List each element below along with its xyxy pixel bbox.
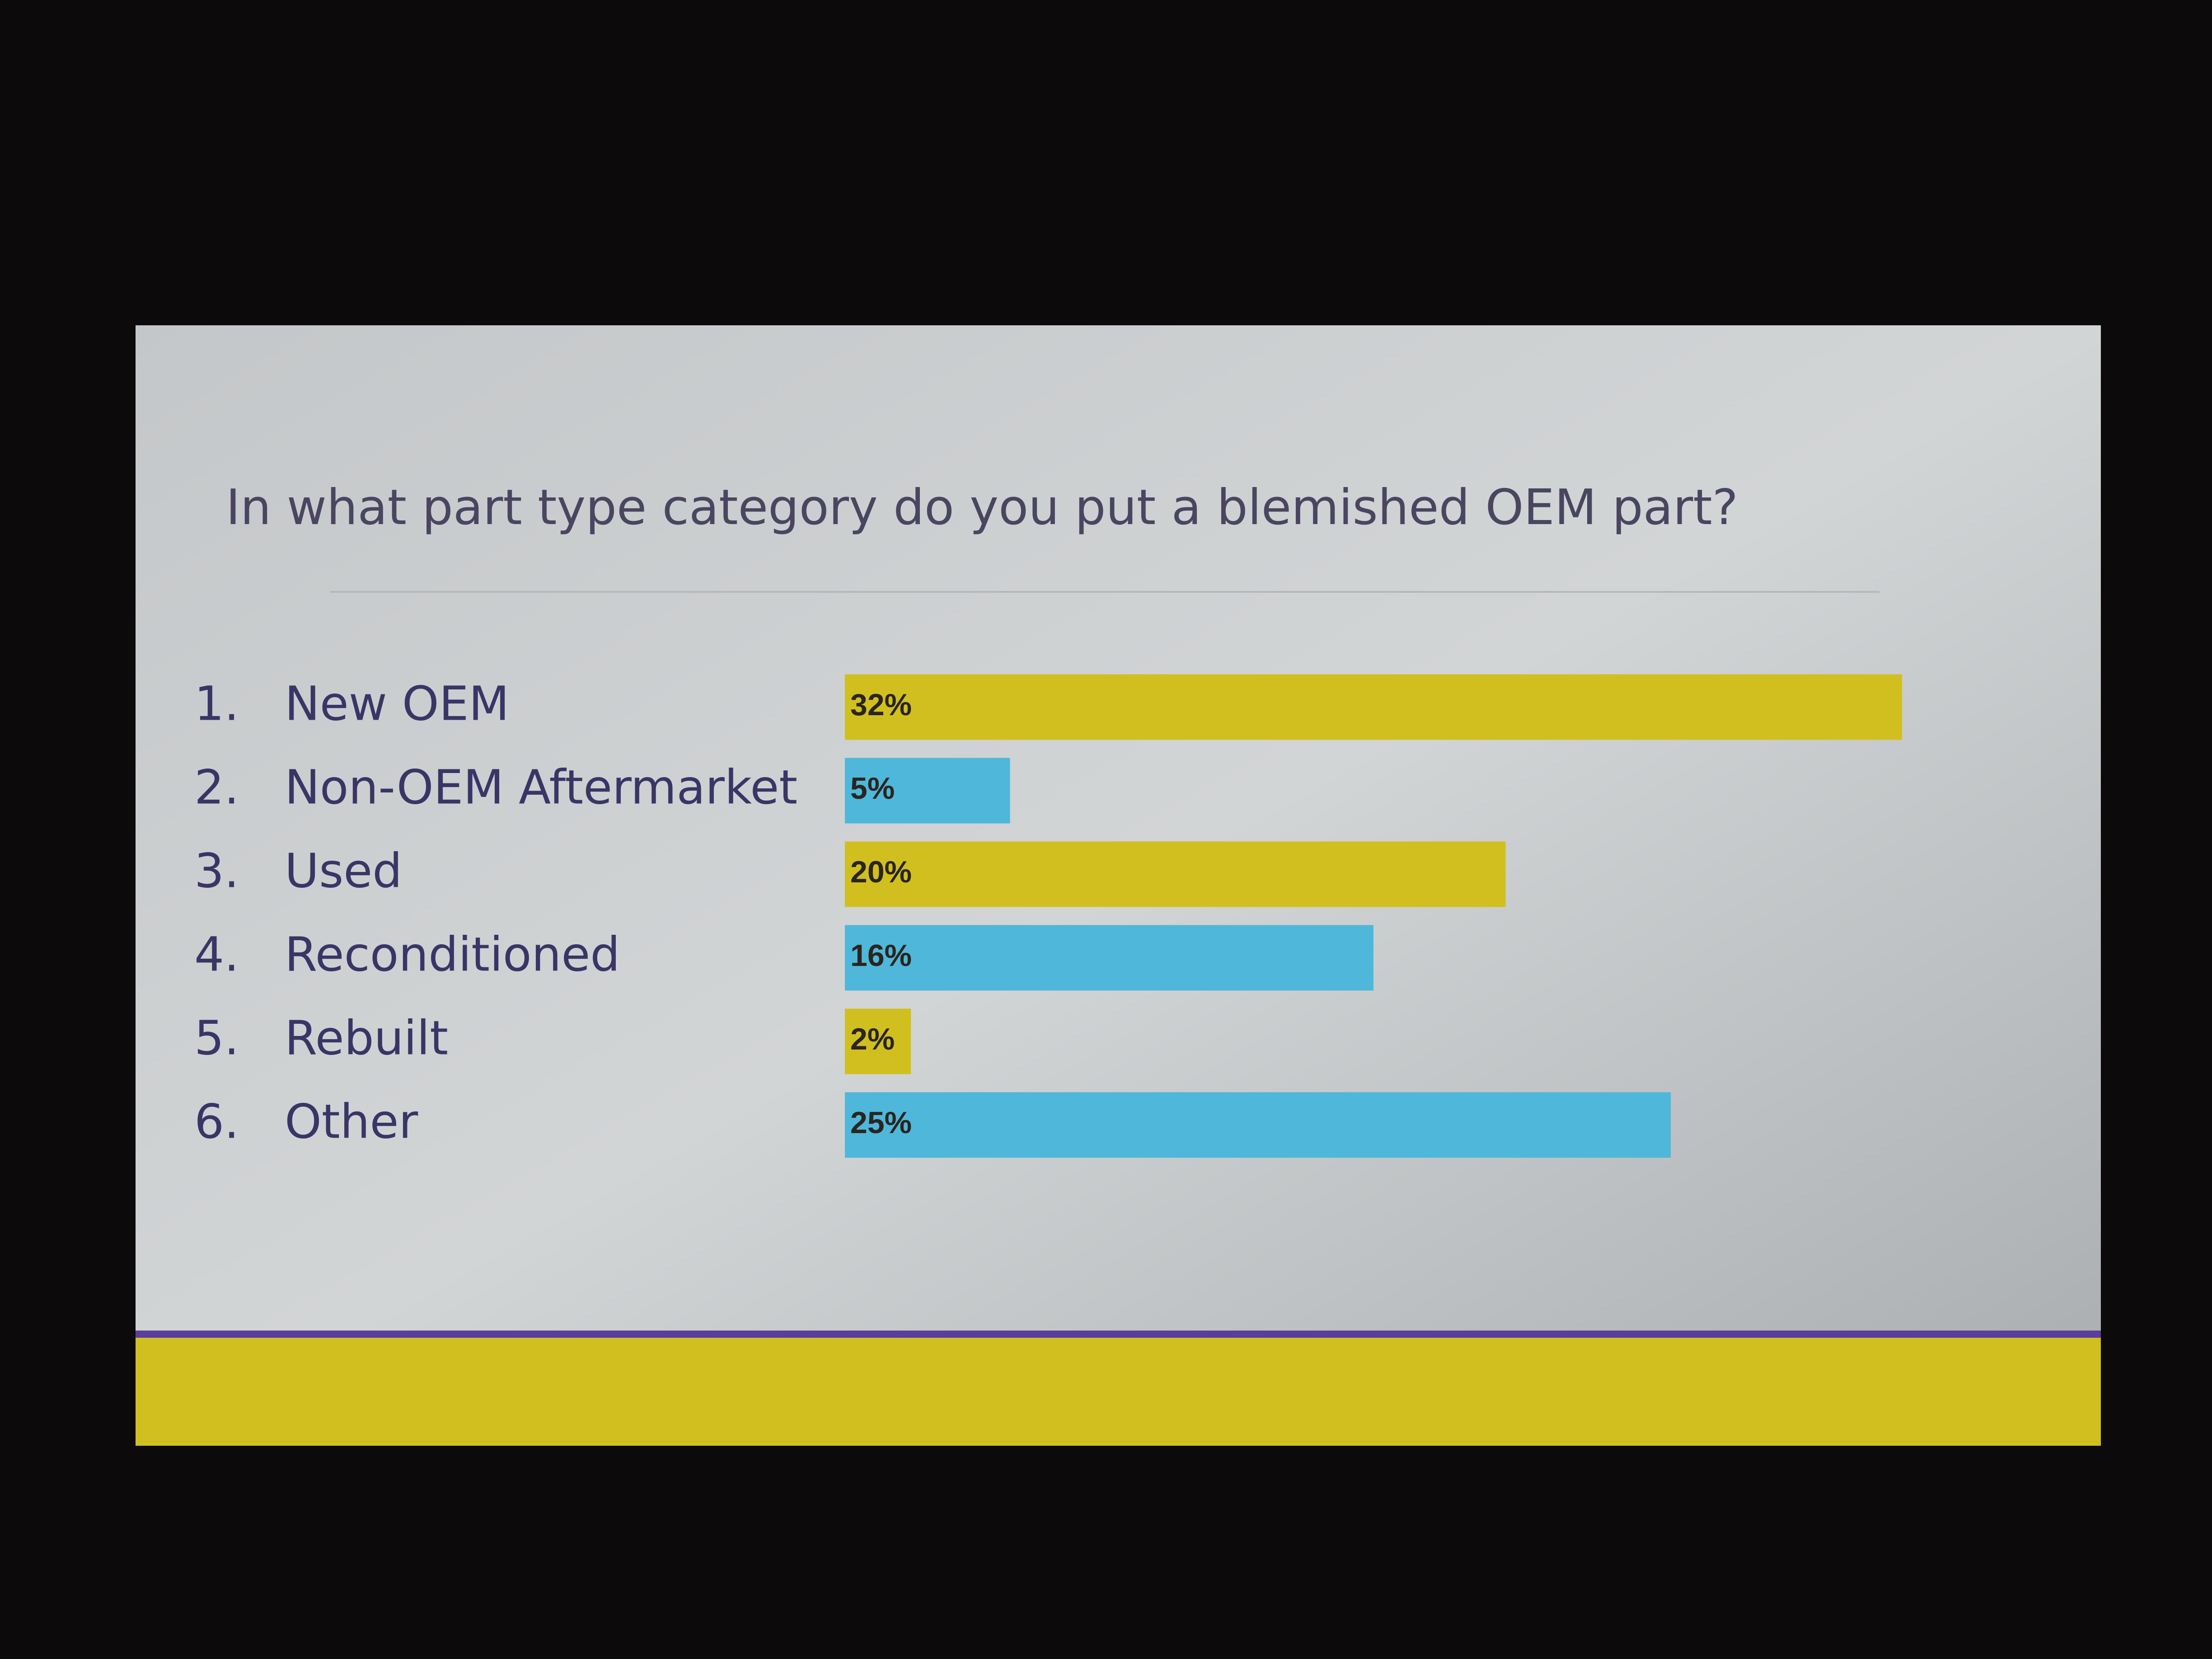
bar: [845, 758, 1010, 824]
bar: [845, 674, 1902, 740]
bar: [845, 1092, 1671, 1158]
category-label: Rebuilt: [285, 1010, 448, 1065]
value-label: 25%: [850, 1106, 912, 1140]
category-number: 6.: [194, 1094, 239, 1149]
footer-line: [136, 1331, 2101, 1338]
category-label: New OEM: [285, 676, 509, 731]
bar: [845, 841, 1506, 907]
category-number: 3.: [194, 843, 239, 898]
bar: [845, 925, 1373, 991]
category-number: 4.: [194, 927, 239, 982]
category-label: Reconditioned: [285, 927, 620, 982]
category-number: 1.: [194, 676, 239, 731]
category-label: Used: [285, 843, 402, 898]
chart-title: In what part type category do you put a …: [226, 479, 1738, 536]
category-label: Non-OEM Aftermarket: [285, 759, 797, 815]
plot: 1. New OEM 32% 2. Non-OEM Aftermarket 5% 3. Use…: [194, 674, 1902, 1158]
value-label: 5%: [850, 771, 895, 806]
value-label: 16%: [850, 938, 912, 973]
value-label: 2%: [850, 1022, 895, 1056]
value-label: 20%: [850, 855, 912, 889]
footer-band: [136, 1338, 2101, 1446]
value-label: 32%: [850, 688, 912, 722]
category-number: 5.: [194, 1010, 239, 1065]
bar: [845, 1008, 911, 1074]
category-label: Other: [285, 1094, 418, 1149]
category-number: 2.: [194, 759, 239, 815]
